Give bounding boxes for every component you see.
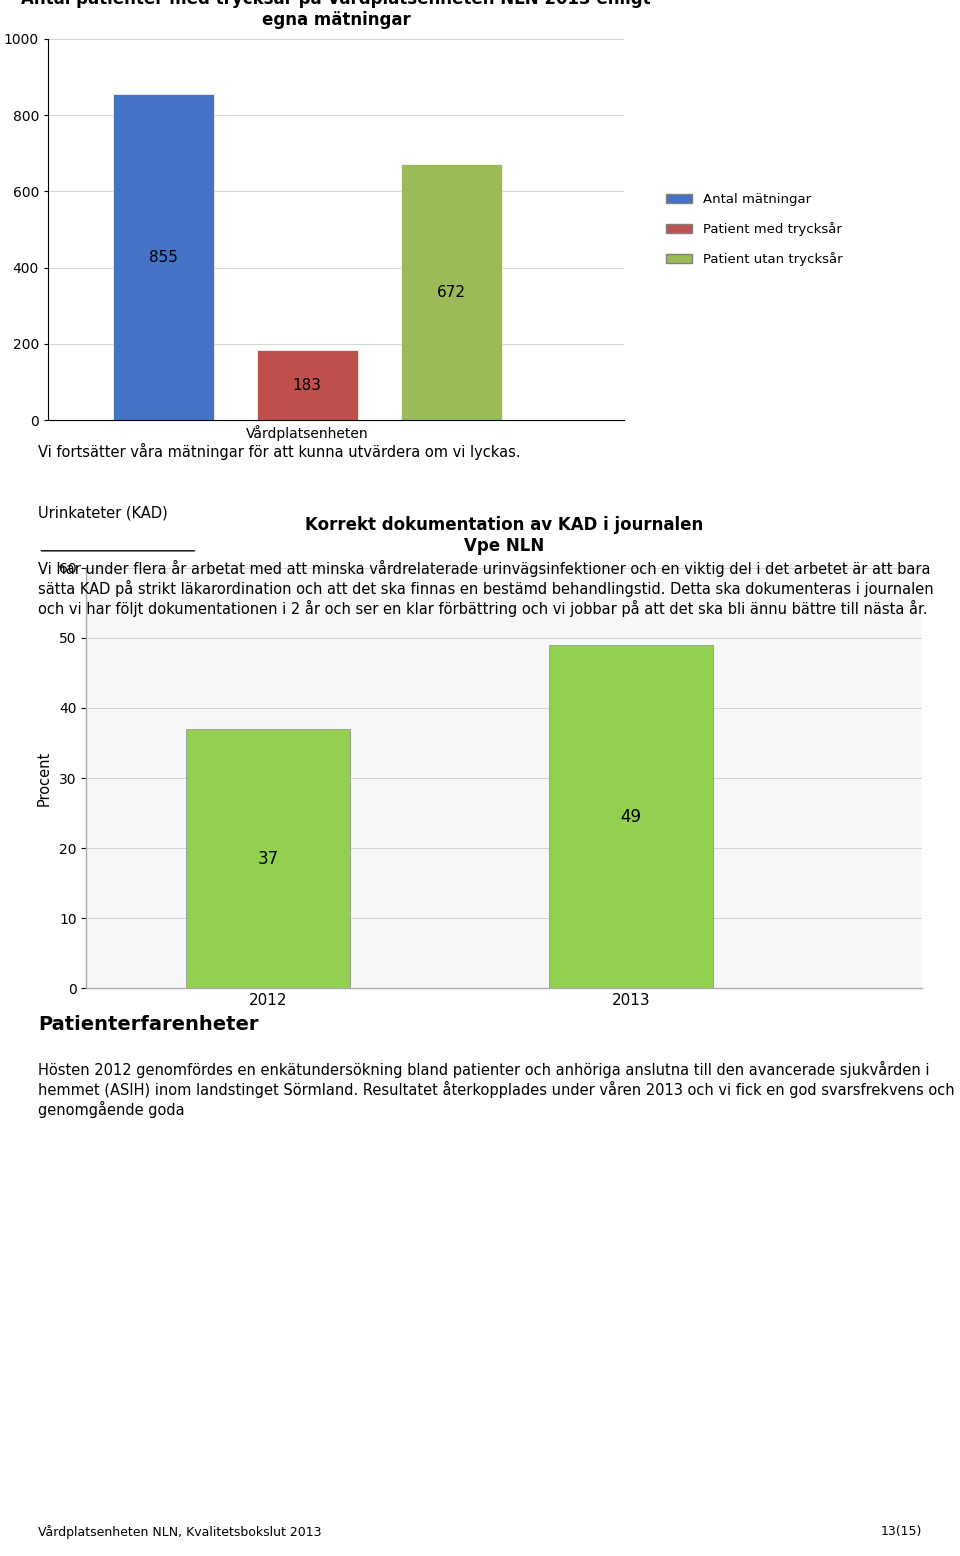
Text: Patienterfarenheter: Patienterfarenheter [38, 1015, 259, 1033]
Text: Hösten 2012 genomfördes en enkätundersökning bland patienter och anhöriga anslut: Hösten 2012 genomfördes en enkätundersök… [38, 1061, 955, 1117]
Text: 37: 37 [257, 850, 278, 868]
Bar [549, 646, 712, 988]
Text: Vårdplatsenheten NLN, Kvalitetsbokslut 2013: Vårdplatsenheten NLN, Kvalitetsbokslut 2… [38, 1525, 322, 1539]
Text: 49: 49 [620, 808, 641, 826]
Title: Antal patienter med trycksår på Vårdplatsenheten NLN 2013 enligt
egna mätningar: Antal patienter med trycksår på Vårdplat… [21, 0, 651, 30]
Text: 183: 183 [293, 378, 322, 392]
Bar [257, 350, 357, 420]
Text: 855: 855 [149, 249, 178, 265]
Bar [113, 95, 214, 420]
Text: 13(15): 13(15) [880, 1525, 922, 1537]
Text: 672: 672 [437, 285, 466, 300]
Text: Vi fortsätter våra mätningar för att kunna utvärdera om vi lyckas.: Vi fortsätter våra mätningar för att kun… [38, 443, 521, 461]
Bar [186, 728, 349, 988]
Legend: Antal mätningar, Patient med trycksår, Patient utan trycksår: Antal mätningar, Patient med trycksår, P… [660, 187, 850, 272]
Title: Korrekt dokumentation av KAD i journalen
Vpe NLN: Korrekt dokumentation av KAD i journalen… [305, 517, 703, 555]
Bar [400, 163, 501, 420]
Y-axis label: Procent: Procent [37, 750, 52, 806]
Text: Vi har under flera år arbetat med att minska vårdrelaterade urinvägsinfektioner : Vi har under flera år arbetat med att mi… [38, 560, 934, 616]
Text: Urinkateter (KAD): Urinkateter (KAD) [38, 506, 168, 521]
